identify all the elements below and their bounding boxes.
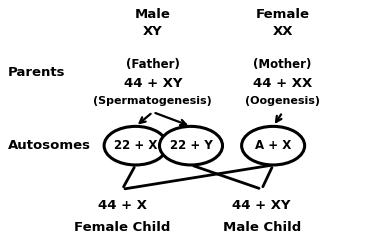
Text: 44 + XY: 44 + XY [232, 199, 291, 212]
Text: XY: XY [143, 25, 163, 38]
Text: 22 + X: 22 + X [114, 139, 157, 152]
Text: Male: Male [135, 8, 171, 21]
Text: Female: Female [256, 8, 310, 21]
Ellipse shape [242, 126, 305, 165]
Ellipse shape [160, 126, 222, 165]
Text: Autosomes: Autosomes [8, 139, 91, 152]
Text: (Father): (Father) [126, 58, 180, 71]
Text: Parents: Parents [8, 66, 65, 79]
Text: 22 + Y: 22 + Y [170, 139, 212, 152]
Text: Male Child: Male Child [223, 221, 301, 234]
Text: XX: XX [272, 25, 293, 38]
Ellipse shape [104, 126, 167, 165]
Text: 44 + X: 44 + X [98, 199, 147, 212]
Text: 44 + XX: 44 + XX [253, 77, 312, 90]
Text: (Spermatogenesis): (Spermatogenesis) [94, 96, 212, 106]
Text: (Mother): (Mother) [254, 58, 312, 71]
Text: A + X: A + X [255, 139, 291, 152]
Text: (Oogenesis): (Oogenesis) [245, 96, 320, 106]
Text: Female Child: Female Child [74, 221, 170, 234]
Text: 44 + XY: 44 + XY [123, 77, 182, 90]
